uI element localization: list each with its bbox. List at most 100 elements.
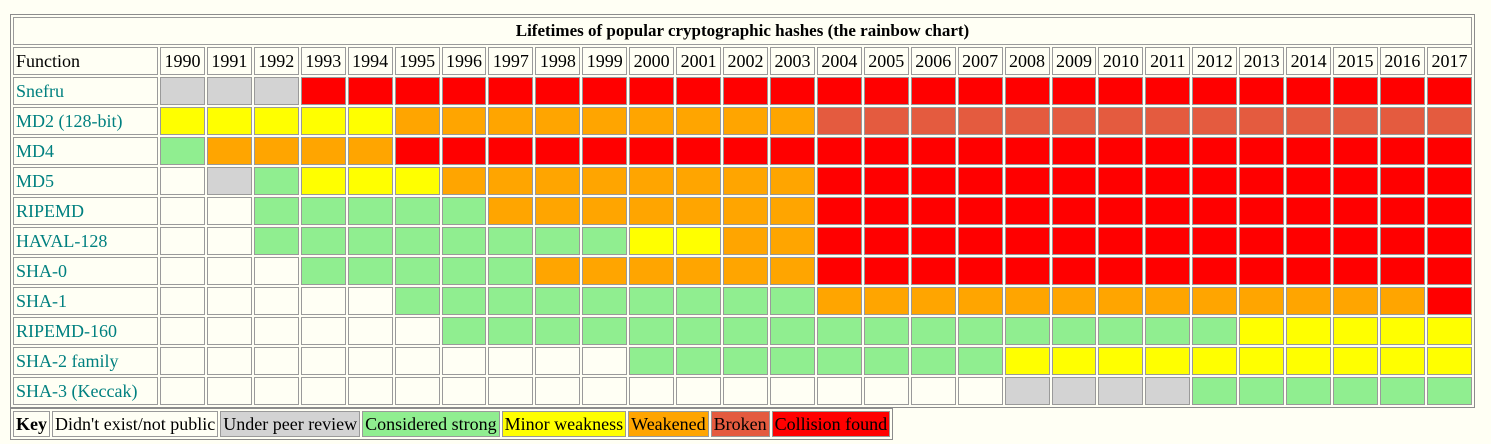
status-cell-collision <box>1004 77 1050 105</box>
status-cell-broken <box>910 107 956 135</box>
status-cell-weakened <box>347 137 393 165</box>
status-cell-strong <box>629 317 675 345</box>
year-header-1991: 1991 <box>206 47 252 75</box>
status-cell-collision <box>769 137 815 165</box>
function-link[interactable]: HAVAL-128 <box>16 230 108 251</box>
year-header-1995: 1995 <box>394 47 440 75</box>
status-cell-strong <box>253 167 299 195</box>
table-row: MD2 (128-bit) <box>13 107 1472 135</box>
status-cell-weakened <box>253 137 299 165</box>
status-cell-weakened <box>769 197 815 225</box>
status-cell-minor <box>347 107 393 135</box>
status-cell-broken <box>957 107 1003 135</box>
status-cell-minor <box>1426 317 1472 345</box>
year-header-2017: 2017 <box>1426 47 1472 75</box>
status-cell-collision <box>1286 227 1332 255</box>
status-cell-strong <box>253 227 299 255</box>
status-cell-collision <box>1004 197 1050 225</box>
key-legend: Key Didn't exist/not public Under peer re… <box>10 408 894 440</box>
status-cell-minor <box>1051 347 1097 375</box>
status-cell-strong <box>347 257 393 285</box>
status-cell-broken <box>1333 107 1378 135</box>
status-cell-collision <box>1004 227 1050 255</box>
function-link[interactable]: SHA-3 (Keccak) <box>16 380 138 401</box>
status-cell-strong <box>394 257 440 285</box>
status-cell-collision <box>1426 257 1472 285</box>
function-column-header: Function <box>13 47 158 75</box>
year-header-2000: 2000 <box>629 47 675 75</box>
function-link[interactable]: SHA-1 <box>16 290 68 311</box>
status-cell-strong <box>1192 317 1238 345</box>
status-cell-weakened <box>723 107 768 135</box>
status-cell-weakened <box>629 197 675 225</box>
status-cell-none <box>394 347 440 375</box>
status-cell-collision <box>816 137 862 165</box>
status-cell-none <box>394 317 440 345</box>
function-link[interactable]: MD5 <box>16 170 55 191</box>
status-cell-minor <box>1239 347 1285 375</box>
status-cell-collision <box>1051 167 1097 195</box>
status-cell-collision <box>488 77 534 105</box>
status-cell-strong <box>910 317 956 345</box>
status-cell-weakened <box>723 227 768 255</box>
status-cell-review <box>160 77 205 105</box>
status-cell-none <box>253 377 299 405</box>
status-cell-none <box>160 287 205 315</box>
status-cell-strong <box>1098 317 1144 345</box>
status-cell-strong <box>535 287 581 315</box>
status-cell-weakened <box>1379 287 1425 315</box>
status-cell-review <box>253 77 299 105</box>
status-cell-collision <box>1145 197 1191 225</box>
status-cell-none <box>441 377 487 405</box>
year-header-2015: 2015 <box>1333 47 1378 75</box>
status-cell-weakened <box>816 287 862 315</box>
status-cell-minor <box>206 107 252 135</box>
status-cell-strong <box>769 287 815 315</box>
status-cell-strong <box>629 287 675 315</box>
status-cell-none <box>441 347 487 375</box>
status-cell-weakened <box>535 197 581 225</box>
function-link[interactable]: Snefru <box>16 80 64 101</box>
status-cell-collision <box>1379 137 1425 165</box>
status-cell-strong <box>488 257 534 285</box>
status-cell-weakened <box>676 257 722 285</box>
year-header-2009: 2009 <box>1051 47 1097 75</box>
status-cell-weakened <box>1051 287 1097 315</box>
function-link[interactable]: RIPEMD-160 <box>16 320 118 341</box>
status-cell-strong <box>863 347 909 375</box>
year-header-2004: 2004 <box>816 47 862 75</box>
status-cell-weakened <box>676 107 722 135</box>
status-cell-collision <box>1333 257 1378 285</box>
function-name-cell: RIPEMD-160 <box>13 317 158 345</box>
status-cell-minor <box>676 227 722 255</box>
function-link[interactable]: RIPEMD <box>16 200 85 221</box>
function-link[interactable]: MD2 (128-bit) <box>16 110 123 131</box>
year-header-2014: 2014 <box>1286 47 1332 75</box>
year-header-2008: 2008 <box>1004 47 1050 75</box>
status-cell-broken <box>1239 107 1285 135</box>
year-header-row: Function 1990 1991 1992 1993 1994 1995 1996 199… <box>13 47 1472 75</box>
status-cell-collision <box>1426 167 1472 195</box>
status-cell-weakened <box>582 107 628 135</box>
status-cell-collision <box>1333 167 1378 195</box>
function-link[interactable]: MD4 <box>16 140 55 161</box>
status-cell-weakened <box>441 107 487 135</box>
status-cell-collision <box>629 77 675 105</box>
key-item-collision: Collision found <box>771 411 891 437</box>
status-cell-collision <box>1145 167 1191 195</box>
function-name-cell: HAVAL-128 <box>13 227 158 255</box>
status-cell-none <box>347 377 393 405</box>
status-cell-collision <box>629 137 675 165</box>
status-cell-review <box>1051 377 1097 405</box>
status-cell-none <box>347 317 393 345</box>
status-cell-collision <box>957 227 1003 255</box>
function-link[interactable]: SHA-0 <box>16 260 68 281</box>
status-cell-collision <box>1239 167 1285 195</box>
function-link[interactable]: SHA-2 family <box>16 350 119 371</box>
status-cell-minor <box>1333 347 1378 375</box>
function-name-cell: Snefru <box>13 77 158 105</box>
status-cell-weakened <box>206 137 252 165</box>
key-item-weakened: Weakened <box>628 411 709 437</box>
status-cell-strong <box>1426 377 1472 405</box>
status-cell-collision <box>1098 227 1144 255</box>
